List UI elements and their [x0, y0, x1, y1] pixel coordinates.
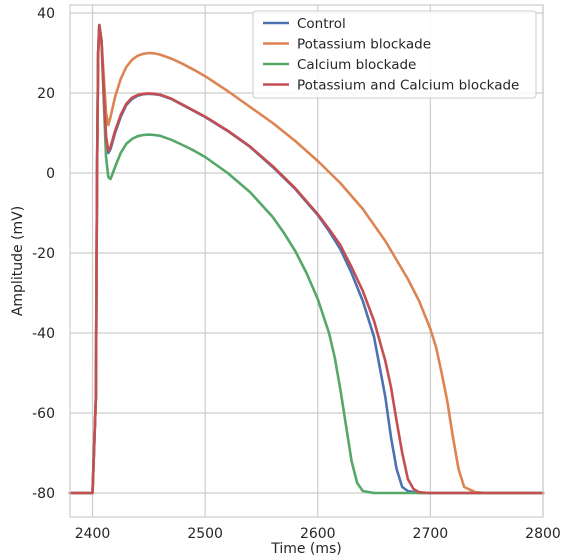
plot-lines [68, 23, 545, 495]
legend-entry: Calcium blockade [297, 57, 416, 73]
y-tick-label: 40 [37, 6, 55, 22]
y-tick-label: -80 [32, 486, 55, 502]
x-tick-label: 2700 [413, 526, 449, 542]
x-tick-label: 2400 [75, 526, 111, 542]
tick-labels: 2400 2500 2600 2700 2800 -80 -60 -40 -20 0 20 40 [32, 6, 561, 542]
y-tick-label: -20 [32, 246, 55, 262]
y-tick-label: -60 [32, 406, 55, 422]
plot-frame [69, 4, 544, 518]
series-line-3 [68, 23, 545, 495]
legend-entry: Potassium blockade [297, 37, 431, 53]
y-tick-label: 20 [37, 86, 55, 102]
y-tick-label: -40 [32, 326, 55, 342]
x-tick-label: 2800 [525, 526, 561, 542]
legend-entry: Control [297, 16, 346, 32]
y-tick-label: 0 [46, 166, 55, 182]
legend: Control Potassium blockade Calcium blockad… [252, 10, 537, 99]
legend-box [252, 10, 537, 99]
x-tick-label: 2500 [187, 526, 223, 542]
x-tick-label: 2600 [300, 526, 336, 542]
legend-entry: Potassium and Calcium blockade [297, 78, 519, 94]
y-axis-label: Amplitude (mV) [10, 206, 26, 316]
x-axis-label: Time (ms) [270, 541, 342, 557]
